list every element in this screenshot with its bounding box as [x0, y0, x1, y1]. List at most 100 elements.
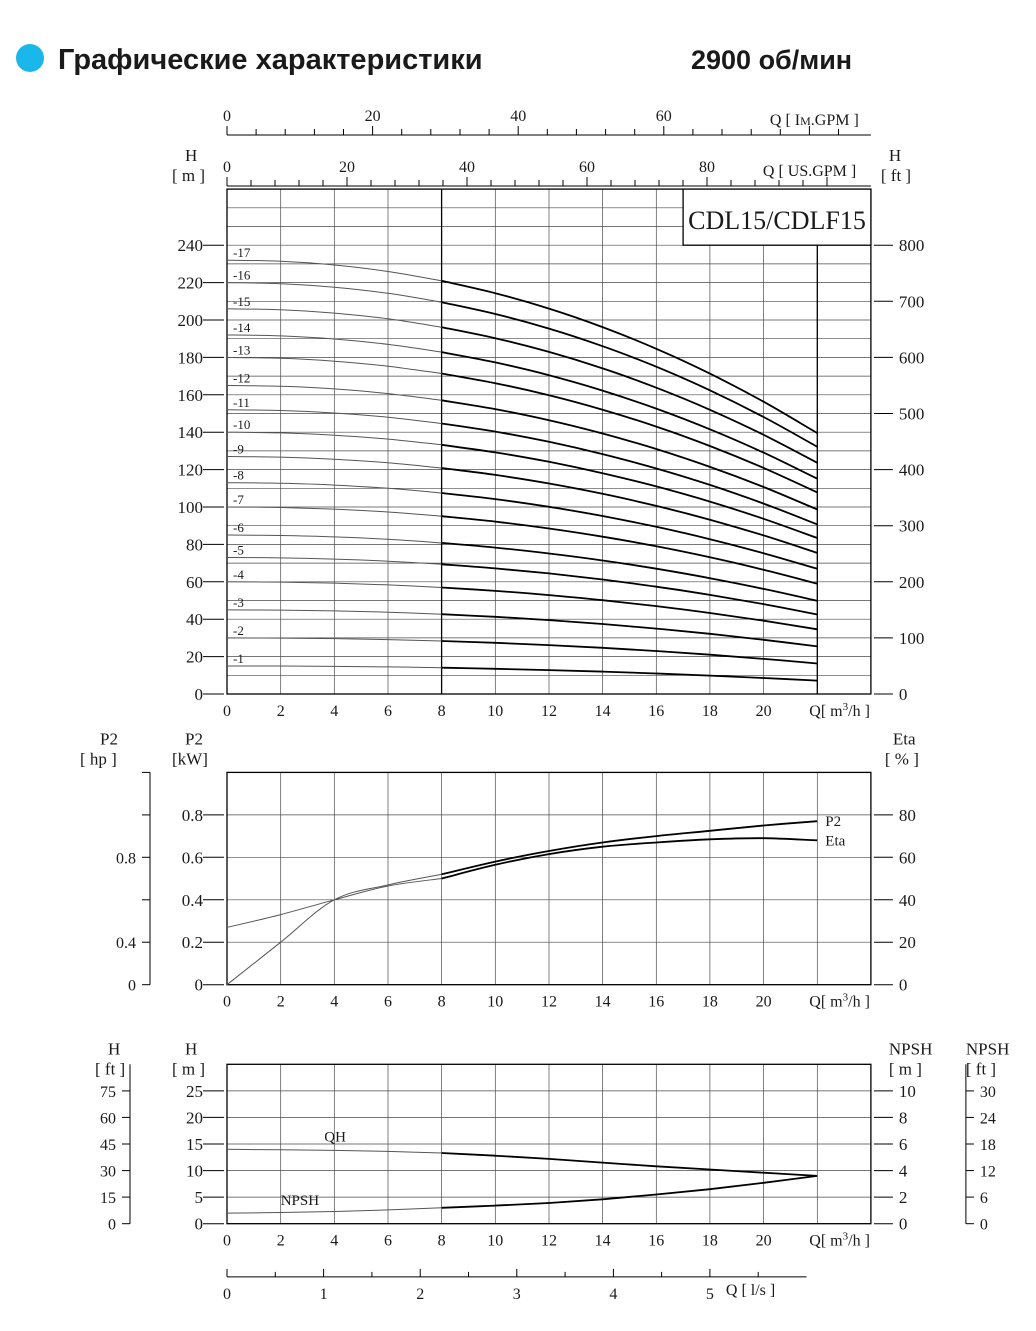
- svg-text:2: 2: [277, 703, 285, 720]
- svg-text:60: 60: [899, 848, 916, 867]
- svg-text:180: 180: [178, 348, 204, 367]
- svg-text:8: 8: [438, 1233, 446, 1250]
- svg-text:16: 16: [648, 703, 664, 720]
- svg-text:-7: -7: [233, 492, 244, 507]
- svg-text:0: 0: [899, 976, 908, 995]
- svg-text:4: 4: [609, 1286, 617, 1303]
- svg-text:-1: -1: [233, 651, 244, 666]
- svg-text:0: 0: [899, 685, 908, 704]
- svg-text:Eta: Eta: [893, 729, 916, 748]
- svg-text:24: 24: [980, 1110, 996, 1127]
- svg-text:30: 30: [100, 1164, 116, 1181]
- svg-text:QH: QH: [324, 1129, 346, 1145]
- svg-text:2900 об/мин: 2900 об/мин: [691, 45, 852, 75]
- svg-text:75: 75: [100, 1084, 116, 1101]
- svg-text:0: 0: [195, 685, 204, 704]
- svg-text:8: 8: [899, 1108, 908, 1127]
- svg-text:Q [ IM.GPM ]: Q [ IM.GPM ]: [770, 112, 859, 129]
- svg-text:[ hp ]: [ hp ]: [80, 749, 117, 768]
- svg-text:6: 6: [899, 1135, 908, 1154]
- svg-text:30: 30: [980, 1084, 996, 1101]
- svg-text:1: 1: [320, 1286, 328, 1303]
- svg-text:-4: -4: [233, 567, 244, 582]
- svg-text:-17: -17: [233, 245, 251, 260]
- svg-text:4: 4: [330, 994, 338, 1011]
- svg-text:15: 15: [100, 1190, 116, 1207]
- svg-text:0: 0: [195, 976, 204, 995]
- svg-text:10: 10: [487, 703, 503, 720]
- svg-text:H: H: [889, 146, 901, 165]
- svg-text:-15: -15: [233, 294, 250, 309]
- svg-text:-11: -11: [233, 395, 250, 410]
- svg-text:10: 10: [186, 1162, 203, 1181]
- svg-text:0: 0: [223, 703, 231, 720]
- svg-text:0.2: 0.2: [182, 933, 203, 952]
- svg-text:16: 16: [648, 1233, 664, 1250]
- svg-text:-13: -13: [233, 342, 250, 357]
- svg-text:H: H: [185, 1039, 197, 1058]
- svg-text:6: 6: [384, 994, 392, 1011]
- svg-text:120: 120: [178, 461, 204, 480]
- svg-text:300: 300: [899, 517, 925, 536]
- svg-text:20: 20: [186, 1108, 203, 1127]
- svg-text:-8: -8: [233, 468, 244, 483]
- svg-text:H: H: [108, 1039, 120, 1058]
- svg-text:H: H: [185, 146, 197, 165]
- svg-text:0.8: 0.8: [182, 806, 203, 825]
- svg-text:500: 500: [899, 405, 925, 424]
- svg-text:2: 2: [899, 1188, 908, 1207]
- svg-text:20: 20: [899, 933, 916, 952]
- svg-text:240: 240: [178, 236, 204, 255]
- svg-text:2: 2: [416, 1286, 424, 1303]
- svg-text:0: 0: [223, 994, 231, 1011]
- svg-text:Графические характеристики: Графические характеристики: [58, 44, 483, 76]
- svg-text:10: 10: [487, 994, 503, 1011]
- svg-text:3: 3: [513, 1286, 521, 1303]
- svg-text:200: 200: [899, 573, 925, 592]
- svg-text:12: 12: [541, 994, 557, 1011]
- svg-text:160: 160: [178, 386, 204, 405]
- svg-text:18: 18: [702, 994, 718, 1011]
- svg-text:80: 80: [186, 535, 203, 554]
- svg-text:10: 10: [487, 1233, 503, 1250]
- svg-text:100: 100: [178, 498, 204, 517]
- svg-text:45: 45: [100, 1137, 116, 1154]
- svg-text:0.4: 0.4: [116, 935, 136, 952]
- svg-text:40: 40: [459, 159, 475, 176]
- svg-text:-9: -9: [233, 442, 244, 457]
- svg-text:14: 14: [595, 703, 611, 720]
- svg-text:18: 18: [702, 1233, 718, 1250]
- svg-text:[kW]: [kW]: [172, 749, 208, 768]
- svg-text:12: 12: [541, 703, 557, 720]
- svg-text:NPSH: NPSH: [281, 1193, 320, 1209]
- svg-text:[ ft ]: [ ft ]: [881, 166, 911, 185]
- svg-text:4: 4: [899, 1162, 908, 1181]
- svg-text:[ m ]: [ m ]: [172, 166, 205, 185]
- svg-text:600: 600: [899, 348, 925, 367]
- svg-text:100: 100: [899, 629, 925, 648]
- svg-text:10: 10: [899, 1082, 916, 1101]
- svg-text:-6: -6: [233, 520, 244, 535]
- svg-text:140: 140: [178, 423, 204, 442]
- svg-text:Q[ m3/h ]: Q[ m3/h ]: [809, 701, 870, 720]
- svg-text:700: 700: [899, 292, 925, 311]
- svg-text:2: 2: [277, 994, 285, 1011]
- svg-text:60: 60: [100, 1110, 116, 1127]
- svg-text:5: 5: [706, 1286, 714, 1303]
- svg-text:[ m ]: [ m ]: [172, 1059, 205, 1078]
- svg-text:-10: -10: [233, 417, 250, 432]
- svg-text:5: 5: [195, 1188, 204, 1207]
- svg-text:0: 0: [128, 978, 136, 995]
- svg-text:0: 0: [223, 108, 231, 125]
- svg-text:20: 20: [756, 1233, 772, 1250]
- svg-text:12: 12: [541, 1233, 557, 1250]
- svg-text:40: 40: [899, 891, 916, 910]
- svg-text:P2: P2: [100, 729, 118, 748]
- svg-text:4: 4: [330, 703, 338, 720]
- svg-text:60: 60: [186, 573, 203, 592]
- svg-text:8: 8: [438, 703, 446, 720]
- svg-text:800: 800: [899, 236, 925, 255]
- svg-text:20: 20: [186, 648, 203, 667]
- svg-text:P2: P2: [825, 814, 841, 830]
- svg-text:14: 14: [595, 994, 611, 1011]
